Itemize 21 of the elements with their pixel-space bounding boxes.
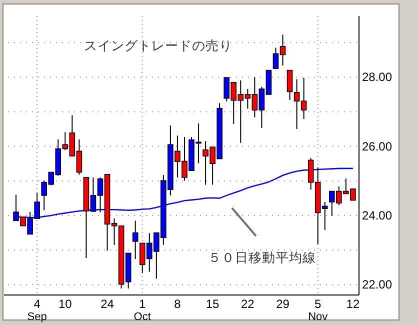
y-tick-label: 28.00 <box>362 70 392 84</box>
x-tick-label: 8 <box>174 297 182 311</box>
y-tick-label: 24.00 <box>362 208 392 222</box>
annotation: ５０日移動平均線 <box>208 250 316 265</box>
x-tick-label: 12 <box>346 297 360 311</box>
x-tick-label: 29 <box>276 297 290 311</box>
annotation: スイングトレードの売り <box>84 38 232 53</box>
candlestick <box>132 220 138 260</box>
x-tick-label: 24 <box>100 297 114 311</box>
x-tick-label: 15 <box>206 297 220 311</box>
x-tick-label: 4 <box>34 297 41 311</box>
x-tick-label: 22 <box>240 297 255 311</box>
x-tick-label: 10 <box>58 297 72 311</box>
candlestick <box>286 70 293 101</box>
y-tick-label: 26.00 <box>362 139 392 154</box>
text: Oct <box>134 311 151 323</box>
x-tick-label: 5 <box>314 297 322 311</box>
text: Nov <box>308 311 328 323</box>
x-tick-label: 1 <box>139 297 146 311</box>
y-tick-label: 22.00 <box>362 278 392 292</box>
text: Sep <box>27 311 47 323</box>
